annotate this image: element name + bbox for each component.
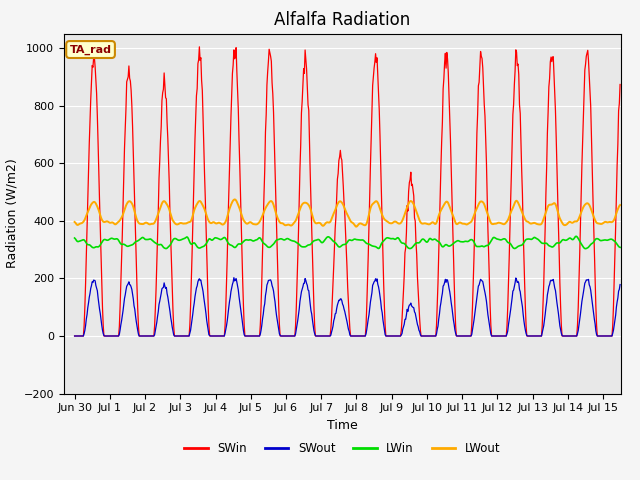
LWout [71,219,79,225]
LWin [73,238,81,244]
LWin [582,246,589,252]
SWin [147,333,155,339]
LWin [572,233,580,239]
LWout [353,224,360,229]
Line: SWin: SWin [75,47,620,336]
SWout [616,282,624,288]
SWout [463,333,470,339]
SWout [304,287,312,293]
LWout [231,196,239,202]
SWout [476,279,484,285]
SWin [304,102,312,108]
LWin [616,244,624,250]
LWin [476,244,483,250]
Y-axis label: Radiation (W/m2): Radiation (W/m2) [5,159,18,268]
LWin [71,235,79,241]
SWin [463,333,470,339]
Legend: SWin, SWout, LWin, LWout: SWin, SWout, LWin, LWout [180,437,505,460]
Title: Alfalfa Radiation: Alfalfa Radiation [275,11,410,29]
SWout [73,333,81,339]
Line: LWout: LWout [75,199,620,227]
SWin [71,333,79,339]
SWin [73,333,81,339]
LWin [303,242,311,248]
Text: TA_rad: TA_rad [70,44,111,55]
LWout [304,202,312,207]
LWout [616,202,624,208]
LWout [73,222,81,228]
SWin [196,44,204,50]
LWout [477,199,484,204]
SWout [230,275,237,280]
LWout [324,220,332,226]
SWin [476,63,484,69]
SWout [71,333,79,339]
Line: LWin: LWin [75,236,620,249]
LWout [463,221,471,227]
SWin [324,333,332,339]
X-axis label: Time: Time [327,419,358,432]
LWin [324,234,332,240]
LWin [147,236,155,242]
LWout [147,221,155,227]
LWin [462,239,470,244]
SWin [616,82,624,87]
SWout [324,333,332,339]
SWout [147,333,155,339]
Line: SWout: SWout [75,277,620,336]
